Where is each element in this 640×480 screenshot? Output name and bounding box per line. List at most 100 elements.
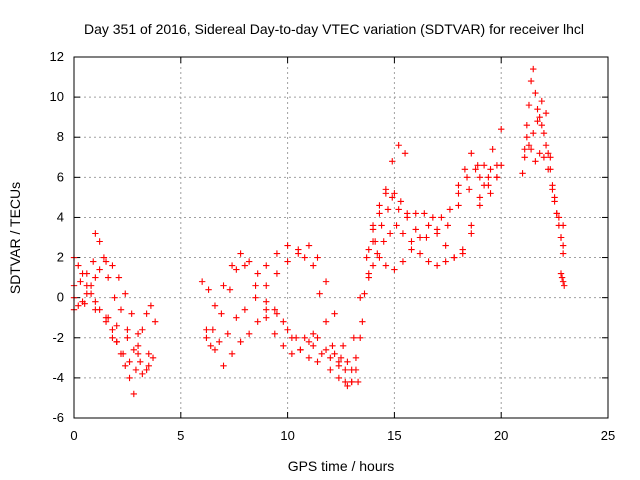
data-point [211,346,219,354]
y-tick-label: -4 [52,370,64,385]
data-point [369,222,377,229]
data-point [122,290,129,297]
data-point [455,182,462,189]
data-point [540,130,548,137]
y-tick-label: 6 [57,169,64,184]
data-point [433,226,441,233]
data-point [111,294,118,301]
y-tick-label: 10 [50,89,64,104]
data-point [344,382,351,390]
data-point [365,274,372,281]
data-point [382,262,390,269]
data-point [134,342,142,349]
data-point [337,354,345,362]
data-point [322,278,330,285]
data-point [386,230,394,237]
data-point [376,210,383,217]
data-point [489,146,496,153]
data-point [530,65,537,73]
data-point [389,194,396,201]
data-point [139,370,146,378]
data-point [421,210,428,217]
data-point [542,142,550,149]
data-point [442,242,449,249]
data-point [143,310,150,317]
data-points [70,65,568,398]
data-point [117,306,125,313]
data-point [126,358,133,366]
data-point [547,154,554,161]
data-point [263,306,270,313]
data-point [92,306,99,313]
data-point [305,354,313,362]
data-point [115,274,123,281]
data-point [301,334,308,341]
data-point [476,202,484,209]
data-point [145,350,152,358]
data-point [305,338,313,345]
data-point [77,278,84,285]
data-point [359,318,366,325]
data-point [252,282,259,289]
data-point [151,318,159,325]
data-point [425,258,432,265]
data-point [391,190,398,197]
data-point [241,262,249,269]
data-point [134,350,142,358]
data-point [90,258,97,265]
data-point [408,246,415,253]
data-point [538,97,545,105]
data-point [557,234,565,241]
data-point [297,346,304,354]
data-point [335,362,343,370]
series-arc-3 [70,258,142,337]
data-point [237,338,244,345]
data-point [559,278,567,285]
series-arc-13 [352,166,494,362]
data-point [557,270,565,277]
data-point [476,194,484,201]
data-point [92,230,99,237]
data-point [412,226,419,233]
x-tick-label: 25 [601,428,615,443]
x-tick-label: 10 [280,428,294,443]
data-point [361,290,368,297]
series-arc-5 [70,294,152,358]
data-point [124,334,131,341]
data-point [561,282,568,289]
data-point [109,326,116,333]
data-point [523,121,531,129]
data-point [228,350,236,358]
data-point [476,174,484,181]
data-point [382,190,390,197]
data-point [203,326,210,333]
data-point [280,342,287,349]
y-axis-label: SDTVAR / TECUs [7,182,23,294]
series-arc-10 [263,314,345,362]
data-point [468,222,475,229]
data-point [216,338,223,345]
data-point [75,302,82,309]
data-point [109,262,116,269]
data-point [134,330,142,337]
data-point [75,262,82,269]
data-point [100,254,108,261]
data-point [205,286,212,293]
data-point [284,326,291,333]
data-point [122,362,129,370]
data-point [254,270,261,277]
data-point [544,166,552,173]
data-point [425,222,432,229]
data-point [525,142,533,149]
data-point [408,238,415,245]
data-point [378,222,385,229]
data-point [271,306,278,313]
data-point [444,222,451,229]
data-point [207,342,214,349]
data-point [536,150,543,157]
y-tick-label: -2 [52,330,64,345]
data-point [327,354,334,362]
data-point [451,254,458,261]
data-point [399,230,407,237]
